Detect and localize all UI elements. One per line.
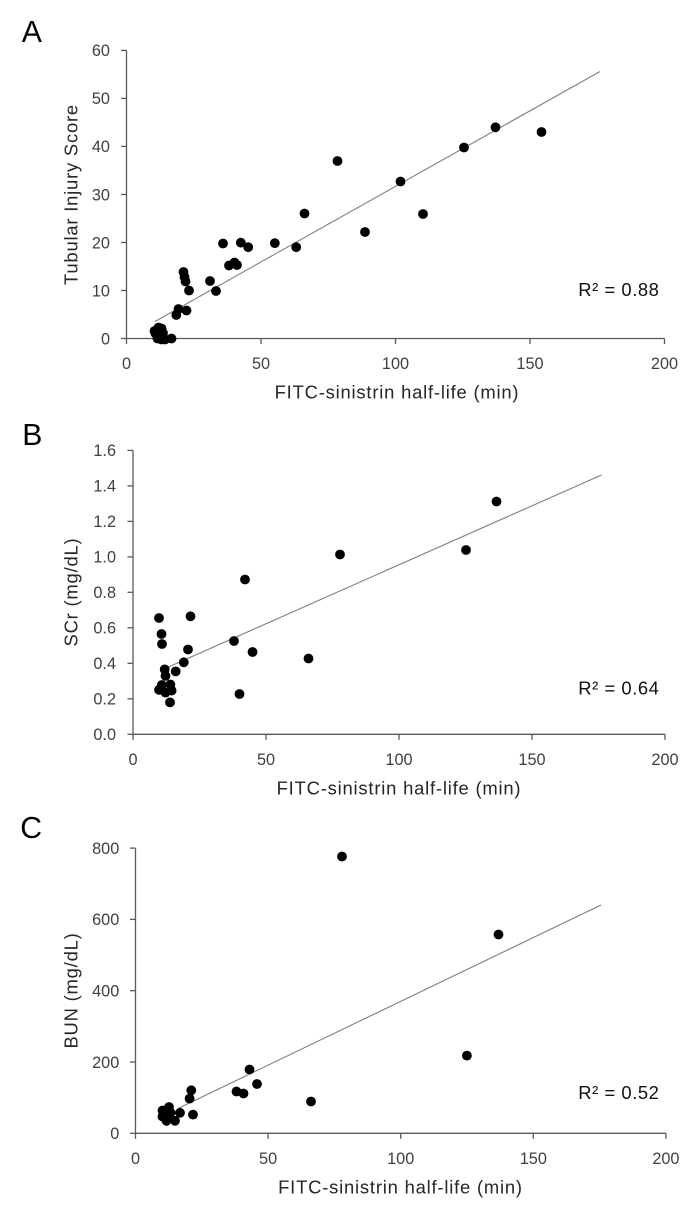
svg-text:A: A [22,16,43,49]
svg-text:0.2: 0.2 [93,691,116,709]
svg-text:150: 150 [516,355,543,373]
svg-text:R² = 0.88: R² = 0.88 [578,279,659,300]
svg-text:1.4: 1.4 [93,478,116,496]
svg-text:50: 50 [257,751,275,769]
svg-text:R² = 0.64: R² = 0.64 [578,678,659,699]
svg-text:100: 100 [387,1150,414,1168]
svg-text:BUN (mg/dL): BUN (mg/dL) [61,932,82,1048]
svg-text:200: 200 [652,1150,679,1168]
svg-text:50: 50 [252,355,270,373]
svg-text:0: 0 [110,1125,119,1143]
svg-text:0.0: 0.0 [93,726,116,744]
svg-text:0.8: 0.8 [93,584,116,602]
svg-text:100: 100 [385,751,412,769]
svg-text:R² = 0.52: R² = 0.52 [578,1082,659,1103]
svg-text:0: 0 [131,1150,140,1168]
svg-text:0: 0 [128,751,137,769]
svg-text:200: 200 [651,751,678,769]
svg-text:1.0: 1.0 [93,549,116,567]
svg-text:0: 0 [101,330,110,348]
svg-text:150: 150 [518,751,545,769]
svg-text:150: 150 [520,1150,547,1168]
svg-text:FITC-sinistrin half-life (min): FITC-sinistrin half-life (min) [278,1177,523,1198]
svg-text:400: 400 [92,983,119,1001]
svg-text:600: 600 [92,911,119,929]
svg-text:200: 200 [92,1054,119,1072]
svg-text:60: 60 [92,42,110,60]
svg-text:0.6: 0.6 [93,620,116,638]
svg-text:40: 40 [92,138,110,156]
svg-text:1.6: 1.6 [93,442,116,460]
svg-text:100: 100 [382,355,409,373]
svg-text:0.4: 0.4 [93,655,116,673]
svg-text:10: 10 [92,282,110,300]
svg-text:C: C [20,812,42,845]
svg-text:SCr (mg/dL): SCr (mg/dL) [61,538,82,647]
svg-text:200: 200 [651,355,678,373]
svg-text:1.2: 1.2 [93,513,116,531]
svg-text:0: 0 [122,355,131,373]
svg-text:FITC-sinistrin half-life (min): FITC-sinistrin half-life (min) [277,778,522,799]
svg-text:50: 50 [92,90,110,108]
svg-text:FITC-sinistrin half-life (min): FITC-sinistrin half-life (min) [275,382,520,403]
svg-text:20: 20 [92,234,110,252]
svg-text:800: 800 [92,840,119,858]
svg-text:B: B [22,419,42,452]
svg-text:50: 50 [259,1150,277,1168]
svg-text:30: 30 [92,186,110,204]
svg-text:Tubular Injury Score: Tubular Injury Score [61,104,82,285]
